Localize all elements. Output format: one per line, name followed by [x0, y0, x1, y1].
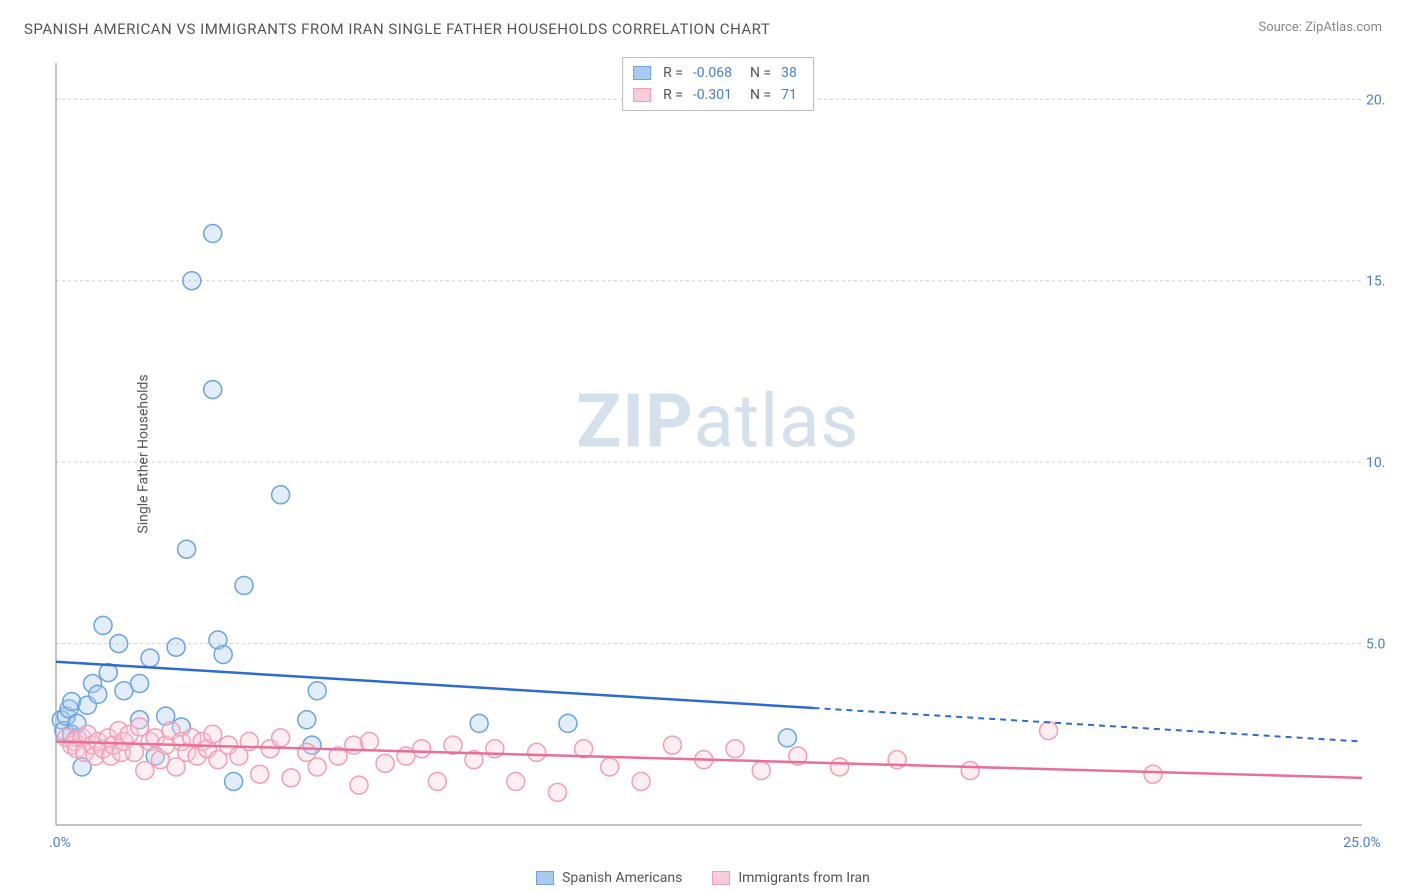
legend-item-1: Immigrants from Iran	[712, 870, 870, 886]
n-label: N =	[750, 65, 771, 81]
scatter-chart: 5.0% 10.0% 15.0% 20.0% 0.0% 25.0%	[50, 55, 1386, 852]
n-value-0: 38	[781, 65, 797, 81]
svg-text:15.0%: 15.0%	[1366, 274, 1386, 290]
swatch-series-0	[536, 871, 554, 885]
chart-area: Single Father Households 5.0% 10.0% 15.0% 2…	[50, 55, 1386, 852]
svg-text:10.0%: 10.0%	[1366, 455, 1386, 471]
r-value-1: -0.301	[693, 87, 732, 103]
swatch-series-0	[633, 66, 651, 80]
svg-text:5.0%: 5.0%	[1366, 637, 1386, 653]
series-name-1: Immigrants from Iran	[738, 870, 870, 886]
n-label: N =	[750, 87, 771, 103]
legend-row-1: R = -0.301 N = 71	[633, 84, 803, 106]
source-label: Source: ZipAtlas.com	[1258, 20, 1382, 35]
legend-row-0: R = -0.068 N = 38	[633, 62, 803, 84]
y-axis-label: Single Father Households	[136, 374, 152, 533]
series-legend: Spanish Americans Immigrants from Iran	[0, 870, 1406, 886]
svg-text:25.0%: 25.0%	[1343, 835, 1381, 851]
r-value-0: -0.068	[693, 65, 732, 81]
series-name-0: Spanish Americans	[562, 870, 682, 886]
n-value-1: 71	[781, 87, 797, 103]
svg-text:20.0%: 20.0%	[1366, 92, 1386, 108]
swatch-series-1	[712, 871, 730, 885]
r-label: R =	[663, 65, 683, 81]
swatch-series-1	[633, 88, 651, 102]
svg-text:0.0%: 0.0%	[50, 835, 71, 851]
legend-item-0: Spanish Americans	[536, 870, 682, 886]
chart-title: SPANISH AMERICAN VS IMMIGRANTS FROM IRAN…	[24, 20, 770, 38]
correlation-legend: R = -0.068 N = 38 R = -0.301 N = 71	[622, 57, 814, 111]
r-label: R =	[663, 87, 683, 103]
